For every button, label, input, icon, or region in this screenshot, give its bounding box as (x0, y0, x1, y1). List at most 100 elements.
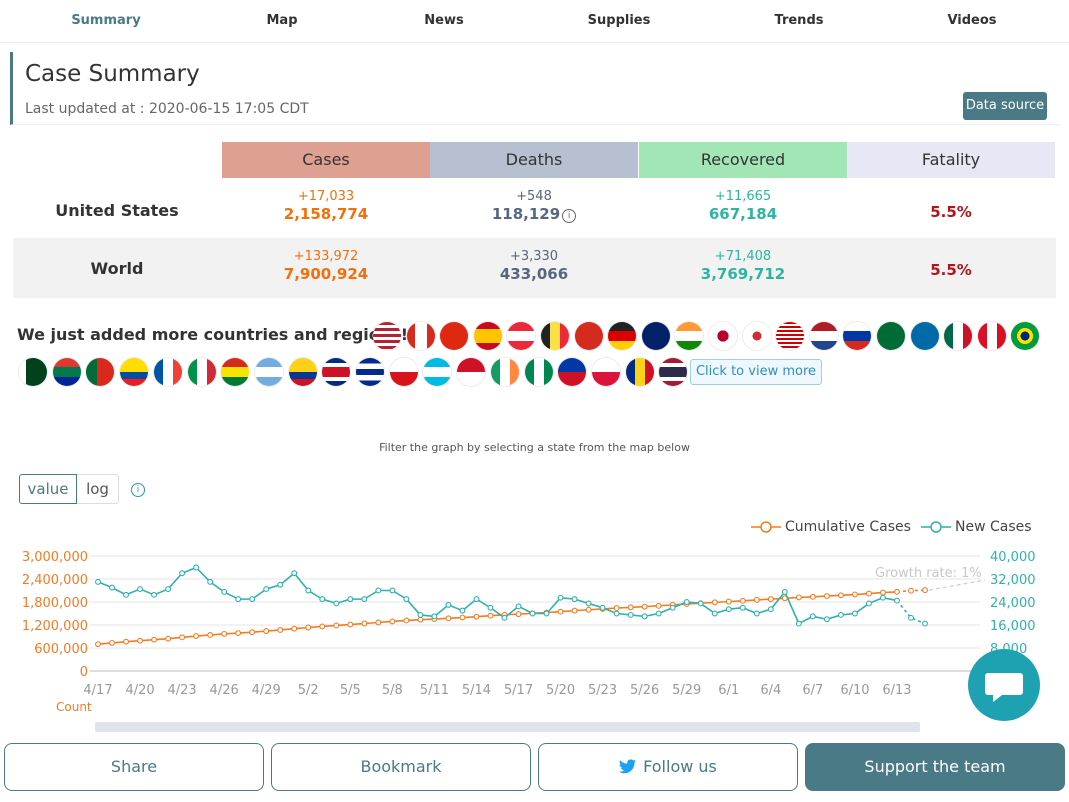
flag-france-icon[interactable] (153, 358, 182, 386)
flag-romania-icon[interactable] (625, 358, 654, 386)
flag-south-korea-icon[interactable] (742, 322, 771, 350)
new-cases-point (403, 596, 410, 603)
flag-belgium-icon[interactable] (541, 322, 569, 350)
growth-rate-label: Growth rate: 1% (875, 566, 982, 581)
flag-russia-icon[interactable] (843, 322, 872, 350)
row-label: United States (55, 201, 179, 220)
new-cases-point (599, 604, 606, 611)
new-cases-point (627, 611, 634, 618)
flag-poland-icon[interactable] (591, 358, 620, 386)
nav-supplies[interactable]: Supplies (587, 13, 651, 28)
nav-map[interactable]: Map (266, 13, 298, 28)
support-team-button[interactable]: Support the team (805, 743, 1065, 791)
cumulative-point (515, 611, 522, 618)
flag-us-icon[interactable] (373, 322, 401, 350)
flag-thailand-icon[interactable] (659, 358, 688, 386)
page-title: Case Summary (25, 61, 200, 87)
flag-brazil-icon[interactable] (1011, 322, 1040, 350)
new-cases-point (781, 588, 788, 595)
toggle-value-button[interactable]: value (19, 474, 77, 504)
x-tick-label: 6/4 (760, 683, 781, 698)
new-cases-point (669, 604, 676, 611)
info-icon[interactable]: i (562, 209, 577, 223)
flag-peru-icon[interactable] (977, 322, 1006, 350)
nav-news[interactable]: News (424, 13, 464, 28)
chart-info-icon[interactable]: i (131, 483, 145, 497)
flag-austria-icon[interactable] (507, 322, 536, 350)
y-tick-left: 1,200,000 (22, 619, 88, 634)
cumulative-point (305, 624, 312, 631)
legend-cumulative[interactable]: Cumulative Cases (751, 519, 911, 535)
new-cases-point (543, 610, 550, 617)
flag-ecuador-icon[interactable] (120, 358, 149, 386)
legend-new[interactable]: New Cases (921, 519, 1032, 535)
flag-bolivia-icon[interactable] (221, 358, 250, 386)
nav-summary[interactable]: Summary (71, 13, 141, 28)
view-more-button[interactable]: Click to view more (690, 359, 822, 385)
flag-switzerland-icon[interactable] (574, 322, 603, 350)
legend-cumulative-swatch (751, 521, 781, 533)
cumulative-point (221, 630, 228, 637)
cumulative-point (571, 607, 578, 614)
flag-nigeria-icon[interactable] (524, 358, 553, 386)
flag-costa-rica-icon[interactable] (322, 358, 351, 386)
flag-czechia-icon[interactable] (389, 358, 418, 386)
flag-malaysia-icon[interactable] (776, 322, 805, 350)
x-tick-label: 4/23 (168, 683, 197, 698)
cumulative-point (249, 629, 256, 636)
cumulative-point (557, 608, 564, 615)
flag-japan-icon[interactable] (709, 322, 737, 350)
cumulative-point (445, 615, 452, 622)
flag-netherlands-icon[interactable] (809, 322, 838, 350)
flag-argentina-icon[interactable] (254, 358, 283, 386)
nav-videos[interactable]: Videos (947, 13, 997, 28)
flag-uk-icon[interactable] (641, 322, 670, 350)
cumulative-point (613, 605, 620, 612)
new-cases-point (95, 578, 101, 585)
flag-sweden-icon[interactable] (910, 322, 939, 350)
flag-cuba-icon[interactable] (356, 358, 384, 386)
new-cases-point (879, 594, 886, 601)
flag-saudi-arabia-icon[interactable] (877, 322, 905, 350)
flag-india-icon[interactable] (675, 322, 704, 350)
flag-philippines-icon[interactable] (558, 358, 587, 386)
cumulative-point (725, 598, 732, 605)
chart-scrollbar[interactable] (95, 722, 920, 732)
flag-indonesia-icon[interactable] (457, 358, 486, 386)
chat-bubble-icon (985, 673, 1023, 702)
new-cases-point (151, 591, 158, 598)
flag-ireland-icon[interactable] (490, 358, 519, 386)
new-cases-point (739, 604, 746, 611)
bookmark-button[interactable]: Bookmark (271, 743, 531, 791)
follow-us-label: Follow us (643, 757, 717, 776)
flag-germany-icon[interactable] (608, 322, 637, 350)
growth-projection-line (928, 579, 986, 591)
new-cases-point (487, 604, 494, 611)
follow-us-button[interactable]: Follow us (538, 743, 798, 791)
chat-button[interactable] (968, 649, 1040, 721)
data-source-button[interactable]: Data source (963, 92, 1047, 120)
new-cases-point (137, 586, 144, 593)
flag-honduras-icon[interactable] (423, 358, 452, 386)
cumulative-point (347, 621, 354, 628)
flag-canada-icon[interactable] (406, 322, 435, 350)
new-cases-point (459, 607, 466, 614)
flag-china-icon[interactable] (440, 322, 469, 350)
flag-south-africa-icon[interactable] (52, 358, 81, 386)
recovered-total: 667,184 (708, 205, 778, 223)
toggle-log-button[interactable]: log (77, 474, 119, 504)
flag-spain-icon[interactable] (473, 322, 502, 350)
share-button[interactable]: Share (4, 743, 264, 791)
nav-trends[interactable]: Trends (774, 13, 824, 28)
cumulative-point (809, 593, 816, 600)
cumulative-point (179, 634, 186, 641)
y-tick-left: 1,800,000 (22, 596, 88, 611)
flag-mexico-icon[interactable] (944, 322, 973, 350)
flag-portugal-icon[interactable] (86, 358, 115, 386)
flag-colombia-icon[interactable] (288, 358, 317, 386)
cumulative-point (837, 592, 844, 599)
flag-pakistan-icon[interactable] (19, 358, 47, 386)
new-cases-point (823, 616, 830, 623)
flag-italy-icon[interactable] (187, 358, 216, 386)
cumulative-point (823, 593, 830, 600)
